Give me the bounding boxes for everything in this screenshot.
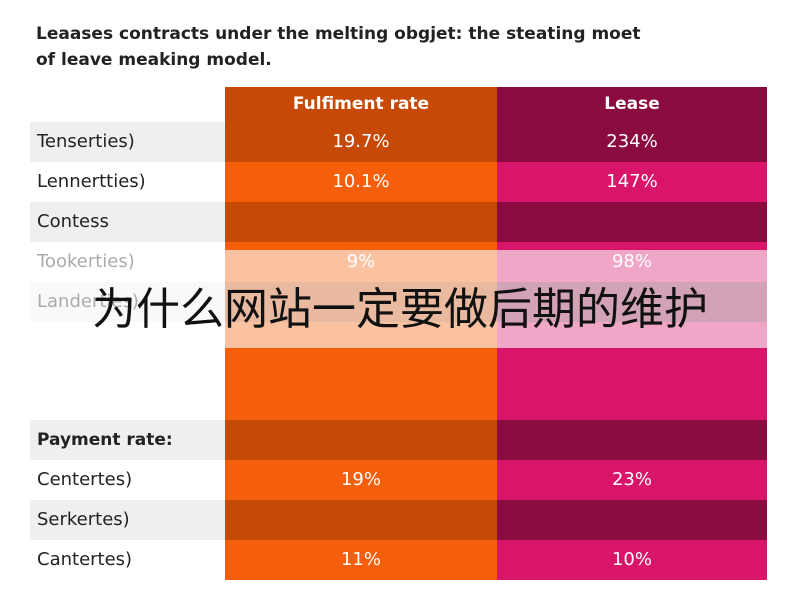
- label-cell: [30, 162, 225, 202]
- cell: [497, 420, 767, 460]
- cell: [497, 122, 767, 162]
- cell: [497, 540, 767, 580]
- cell-value: 147%: [606, 171, 657, 192]
- label-cell: [30, 122, 225, 162]
- cell: [497, 162, 767, 202]
- overlay-band: [30, 250, 767, 348]
- cell: [497, 460, 767, 500]
- label-cell: [30, 540, 225, 580]
- cell-value: 10%: [612, 549, 652, 570]
- cell-value: 19%: [341, 469, 381, 490]
- overlay-text: 为什么网站一定要做后期的维护: [92, 284, 708, 335]
- title-line: of leave meaking model.: [36, 50, 272, 70]
- label-cell: [30, 202, 225, 242]
- header-cell: [225, 87, 497, 122]
- row-label: Serkertes): [37, 509, 130, 530]
- cell: [497, 202, 767, 242]
- cell: [225, 460, 497, 500]
- cell: [497, 500, 767, 540]
- label-cell: [30, 460, 225, 500]
- cell-value: 10.1%: [332, 171, 389, 192]
- row-label: Tenserties): [36, 131, 135, 152]
- label-cell: [30, 420, 225, 460]
- row-label: Contess: [37, 211, 109, 232]
- section-label: Payment rate:: [37, 430, 173, 450]
- cell-value: 11%: [341, 549, 381, 570]
- column-header: Lease: [604, 94, 659, 114]
- row-label: Cantertes): [37, 549, 132, 570]
- header-cell: [497, 87, 767, 122]
- cell: [225, 540, 497, 580]
- cell-value: 19.7%: [332, 131, 389, 152]
- cell: [225, 500, 497, 540]
- cell: [225, 122, 497, 162]
- title-line: Leaases contracts under the melting obgj…: [36, 24, 641, 44]
- column-header: Fulfiment rate: [293, 94, 429, 114]
- cell-value: 234%: [606, 131, 657, 152]
- label-cell: [30, 500, 225, 540]
- cell: [225, 162, 497, 202]
- cell-value: 23%: [612, 469, 652, 490]
- row-label: Lennertties): [37, 171, 146, 192]
- cell: [225, 202, 497, 242]
- row-label: Centertes): [37, 469, 132, 490]
- cell: [225, 420, 497, 460]
